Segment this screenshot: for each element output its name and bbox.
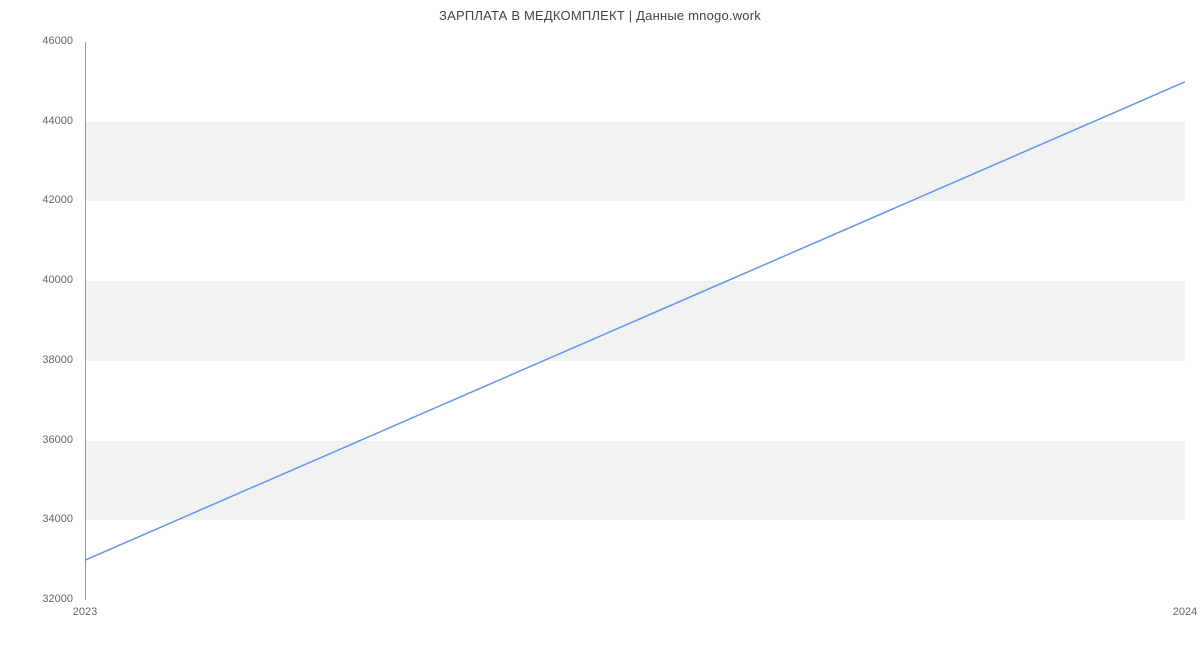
y-tick-label: 46000: [0, 35, 73, 47]
salary-line-chart: ЗАРПЛАТА В МЕДКОМПЛЕКТ | Данные mnogo.wo…: [0, 0, 1200, 650]
y-tick-label: 38000: [0, 354, 73, 366]
y-tick-label: 36000: [0, 434, 73, 446]
plot-area: [85, 42, 1185, 600]
y-tick-label: 42000: [0, 194, 73, 206]
series-layer: [85, 42, 1185, 600]
chart-title: ЗАРПЛАТА В МЕДКОМПЛЕКТ | Данные mnogo.wo…: [0, 8, 1200, 23]
y-tick-label: 44000: [0, 115, 73, 127]
y-tick-label: 32000: [0, 593, 73, 605]
x-tick-label: 2024: [1155, 606, 1200, 618]
x-tick-label: 2023: [55, 606, 115, 618]
series-line-salary: [85, 82, 1185, 560]
y-tick-label: 34000: [0, 513, 73, 525]
y-tick-label: 40000: [0, 274, 73, 286]
